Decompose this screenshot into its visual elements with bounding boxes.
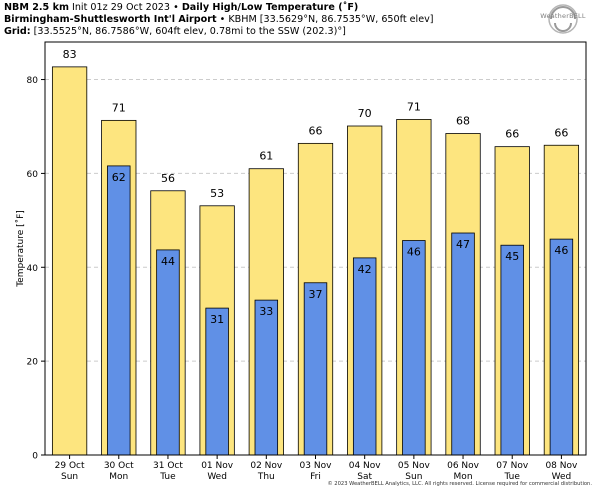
x-tick-day: Sun xyxy=(61,472,78,482)
grid-label: Grid: xyxy=(4,26,31,37)
low-temp-bar xyxy=(549,238,574,456)
logo-swirl-icon xyxy=(548,4,578,34)
x-tick-day: Wed xyxy=(552,472,572,482)
x-tick-day: Sat xyxy=(357,472,372,482)
x-tick-date: 29 Oct xyxy=(55,461,85,471)
high-temp-label: 66 xyxy=(505,128,519,141)
x-tick-date: 01 Nov xyxy=(201,461,234,471)
header-line-3: Grid: [33.5525°N, 86.7586°W, 604ft elev,… xyxy=(4,26,524,38)
header-line-1: NBM 2.5 km Init 01z 29 Oct 2023 • Daily … xyxy=(4,2,524,14)
low-temp-bar xyxy=(205,307,229,456)
x-tick-date: 04 Nov xyxy=(349,461,382,471)
low-temp-bar xyxy=(303,282,328,456)
high-temp-label: 53 xyxy=(210,187,224,200)
x-tick-day: Mon xyxy=(454,472,473,482)
high-temp-label: 70 xyxy=(358,107,372,120)
x-tick-day: Sun xyxy=(405,472,422,482)
separator: • xyxy=(219,14,226,25)
low-temp-bar xyxy=(156,249,180,456)
station-name: Birmingham-Shuttlesworth Int'l Airport xyxy=(4,14,217,25)
low-temp-label: 47 xyxy=(456,238,470,251)
x-tick-day: Tue xyxy=(159,472,176,482)
x-tick-date: 31 Oct xyxy=(153,461,183,471)
y-tick-label: 0 xyxy=(32,452,38,462)
y-tick-label: 60 xyxy=(27,170,39,180)
model-name: NBM 2.5 km xyxy=(4,2,69,13)
high-temp-label: 66 xyxy=(309,124,323,137)
low-temp-label: 37 xyxy=(309,288,323,301)
x-tick-day: Fri xyxy=(310,472,321,482)
high-temp-bar xyxy=(51,66,88,456)
copyright-footer: © 2023 WeatherBELL Analytics, LLC. All r… xyxy=(327,481,592,487)
grid-info: [33.5525°N, 86.7586°W, 604ft elev, 0.78m… xyxy=(33,26,346,37)
product-title: Daily High/Low Temperature (˚F) xyxy=(181,2,359,13)
x-tick-day: Wed xyxy=(207,472,227,482)
low-temp-label: 62 xyxy=(112,171,126,184)
x-tick-date: 05 Nov xyxy=(398,461,431,471)
y-axis-label: Temperature [˚F] xyxy=(15,210,26,288)
low-temp-label: 42 xyxy=(358,263,372,276)
high-temp-label: 66 xyxy=(554,126,568,139)
high-temp-label: 61 xyxy=(259,150,273,163)
y-tick-label: 20 xyxy=(27,358,39,368)
low-temp-bar xyxy=(107,165,131,456)
x-tick-date: 07 Nov xyxy=(496,461,529,471)
x-tick-day: Tue xyxy=(504,472,521,482)
high-temp-label: 68 xyxy=(456,115,470,128)
x-tick-date: 02 Nov xyxy=(250,461,283,471)
x-tick-date: 08 Nov xyxy=(545,461,578,471)
x-tick-date: 06 Nov xyxy=(447,461,480,471)
x-tick-date: 03 Nov xyxy=(300,461,333,471)
chart-header: NBM 2.5 km Init 01z 29 Oct 2023 • Daily … xyxy=(4,2,524,38)
high-temp-label: 56 xyxy=(161,172,175,185)
high-temp-label: 71 xyxy=(112,101,126,114)
y-tick-label: 80 xyxy=(27,76,39,86)
low-temp-bar xyxy=(254,299,279,456)
header-line-2: Birmingham-Shuttlesworth Int'l Airport •… xyxy=(4,14,524,26)
init-time: Init 01z 29 Oct 2023 xyxy=(72,2,171,13)
y-tick-label: 40 xyxy=(27,264,39,274)
x-tick-date: 30 Oct xyxy=(104,461,134,471)
plot-frame xyxy=(44,41,587,456)
high-temp-label: 83 xyxy=(63,48,77,61)
low-temp-label: 46 xyxy=(554,244,568,257)
low-temp-bar xyxy=(500,244,524,456)
weatherbell-logo: WeatherBELL xyxy=(530,2,596,36)
high-temp-label: 71 xyxy=(407,100,421,113)
low-temp-bar xyxy=(352,257,377,456)
low-temp-label: 44 xyxy=(161,255,175,268)
low-temp-bar xyxy=(402,240,426,456)
low-temp-label: 33 xyxy=(259,305,273,318)
station-info: KBHM [33.5629°N, 86.7535°W, 650ft elev] xyxy=(228,14,434,25)
low-temp-bar xyxy=(451,232,475,456)
low-temp-label: 45 xyxy=(505,250,519,263)
x-tick-day: Thu xyxy=(257,472,275,482)
low-temp-label: 31 xyxy=(210,313,224,326)
separator: • xyxy=(173,2,179,13)
x-tick-day: Mon xyxy=(109,472,128,482)
logo-text: WeatherBELL xyxy=(540,12,586,20)
low-temp-label: 46 xyxy=(407,246,421,259)
